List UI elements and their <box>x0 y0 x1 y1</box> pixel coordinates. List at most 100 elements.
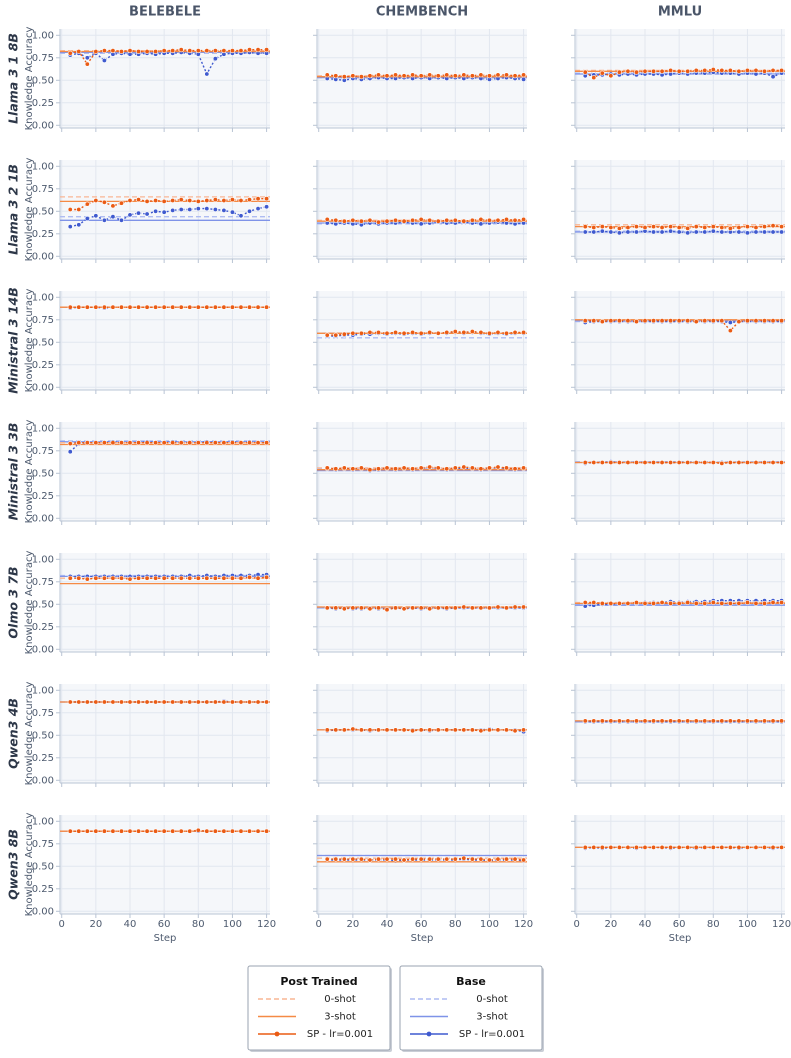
data-point <box>384 218 390 224</box>
data-point <box>478 72 484 78</box>
data-point <box>367 606 373 612</box>
data-point <box>212 575 218 581</box>
data-point <box>668 459 674 465</box>
data-point <box>693 224 699 230</box>
data-point <box>136 828 142 834</box>
data-point <box>136 440 142 446</box>
column-title: MMLU <box>658 5 702 20</box>
data-point <box>582 599 588 605</box>
legend-item[interactable]: 3-shot <box>410 1012 508 1023</box>
data-point <box>770 67 776 73</box>
data-point <box>651 229 657 235</box>
data-point <box>762 459 768 465</box>
data-point <box>255 575 261 581</box>
data-point <box>136 575 142 581</box>
legend-title: Base <box>456 975 486 988</box>
data-point <box>375 72 381 78</box>
legend-box <box>399 965 543 1051</box>
data-point <box>255 699 261 705</box>
data-point <box>642 68 648 74</box>
data-point <box>144 304 150 310</box>
legend-item[interactable]: SP - lr=0.001 <box>258 1029 373 1040</box>
data-point <box>727 328 733 334</box>
data-point <box>67 304 73 310</box>
data-point <box>710 844 716 850</box>
data-point <box>384 330 390 336</box>
data-point <box>238 48 244 54</box>
data-point <box>229 197 235 203</box>
data-point <box>247 208 253 214</box>
y-tick-label: 0.25 <box>32 229 54 240</box>
data-point <box>676 229 682 235</box>
data-point <box>341 465 347 471</box>
legend-item[interactable]: SP - lr=0.001 <box>410 1029 525 1040</box>
panel <box>313 422 527 525</box>
data-point <box>153 699 159 705</box>
plot-background <box>575 29 785 128</box>
data-point <box>153 198 159 204</box>
data-point <box>452 73 458 79</box>
plot-background <box>575 422 785 521</box>
data-point <box>736 718 742 724</box>
panel <box>571 553 785 656</box>
data-point <box>221 699 227 705</box>
legend-swatch-marker <box>426 1031 432 1037</box>
data-point <box>753 318 759 324</box>
data-point <box>633 229 639 235</box>
y-tick-label: 0.25 <box>32 753 54 764</box>
data-point <box>178 440 184 446</box>
data-point <box>67 828 73 834</box>
data-point <box>599 718 605 724</box>
data-point <box>410 856 416 862</box>
data-point <box>521 329 527 335</box>
data-point <box>341 606 347 612</box>
data-point <box>101 57 107 63</box>
data-point <box>710 228 716 234</box>
legend-label: 3-shot <box>324 1012 356 1023</box>
data-point <box>651 718 657 724</box>
data-point <box>153 304 159 310</box>
data-point <box>616 600 622 606</box>
data-point <box>170 304 176 310</box>
data-point <box>247 699 253 705</box>
panel: 0.00 0.25 0.50 0.75 1.00 Llama 3 1 8B Knowledg… <box>6 27 270 132</box>
data-point <box>478 856 484 862</box>
data-point <box>161 440 167 446</box>
data-point <box>333 332 339 338</box>
y-tick-label: 0.00 <box>32 251 54 262</box>
y-tick-label: 0.50 <box>32 75 54 86</box>
column-title: BELEBELE <box>129 5 201 20</box>
data-point <box>410 728 416 734</box>
legend-item[interactable]: 3-shot <box>258 1012 356 1023</box>
data-point <box>170 828 176 834</box>
data-point <box>625 225 631 231</box>
y-tick-label: 0.50 <box>32 861 54 872</box>
y-axis-label: Knowledge Accuracy <box>24 682 35 786</box>
data-point <box>170 440 176 446</box>
data-point <box>367 727 373 733</box>
data-point <box>178 197 184 203</box>
data-point <box>702 718 708 724</box>
data-point <box>204 71 210 77</box>
data-point <box>221 48 227 54</box>
data-point <box>676 459 682 465</box>
data-point <box>110 828 116 834</box>
data-point <box>247 574 253 580</box>
data-point <box>427 856 433 862</box>
data-point <box>651 459 657 465</box>
legend-item[interactable]: 0-shot <box>410 994 508 1005</box>
data-point <box>427 72 433 78</box>
data-point <box>478 221 484 227</box>
data-point <box>127 212 133 218</box>
data-point <box>67 441 73 447</box>
data-point <box>736 600 742 606</box>
panel <box>313 291 527 394</box>
data-point <box>591 459 597 465</box>
data-point <box>264 47 270 53</box>
plot-background <box>575 291 785 390</box>
legend-item[interactable]: 0-shot <box>258 994 356 1005</box>
panel <box>313 684 527 787</box>
data-point <box>238 828 244 834</box>
y-tick-label: 1.00 <box>32 423 54 434</box>
